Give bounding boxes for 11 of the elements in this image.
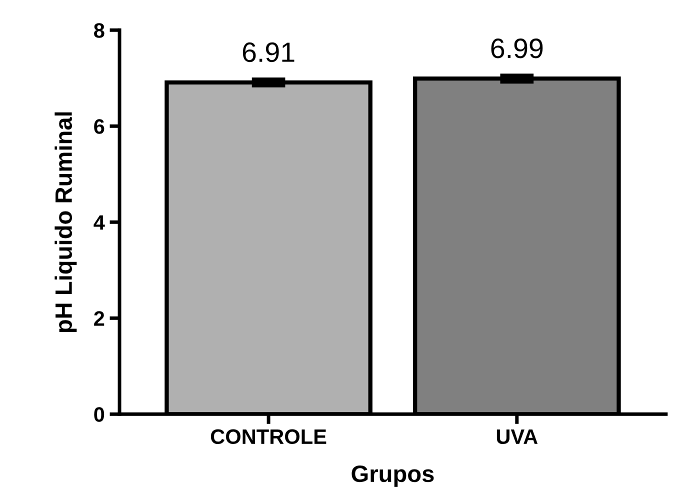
y-tick-label: 8	[94, 23, 104, 38]
y-tick-label: 2	[94, 311, 104, 326]
y-axis-title: pH Liquido Ruminal	[54, 112, 77, 332]
y-tick-label: 4	[94, 215, 105, 230]
x-tick-label: CONTROLE	[210, 429, 326, 444]
y-tick-label: 6	[94, 119, 104, 134]
x-tick-label: UVA	[496, 430, 538, 444]
x-axis-title: Grupos	[352, 465, 434, 487]
data-label: 6.91	[242, 42, 294, 62]
y-tick-label: 0	[94, 407, 104, 422]
data-label: 6.99	[491, 38, 543, 58]
